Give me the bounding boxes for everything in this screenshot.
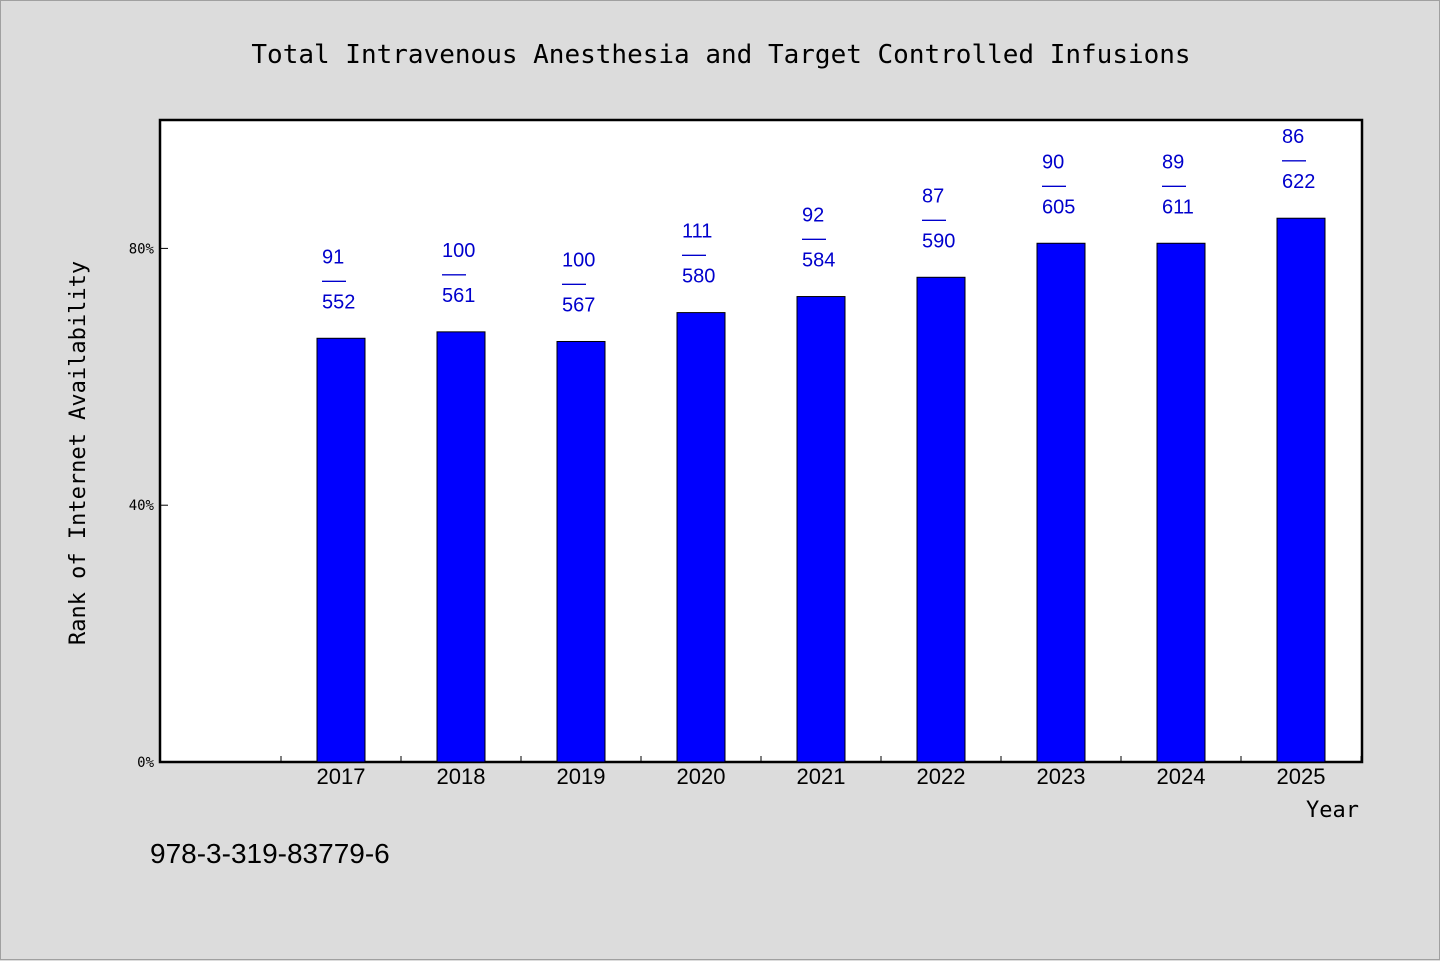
bar-label-sep-2018: —— — [442, 263, 466, 285]
bar-label-sep-2023: —— — [1042, 174, 1066, 196]
bar-label-rank-2022: 87 — [922, 185, 944, 207]
bar-label-total-2019: 567 — [562, 294, 595, 316]
bar-label-rank-2020: 111 — [682, 221, 712, 243]
bar-label-total-2025: 622 — [1282, 171, 1315, 193]
bar-label-rank-2025: 86 — [1282, 126, 1304, 148]
bar-label-rank-2023: 90 — [1042, 151, 1064, 173]
x-tick-label-2025: 2025 — [1277, 764, 1326, 789]
bar-label-total-2021: 584 — [802, 250, 835, 272]
bar-label-total-2023: 605 — [1042, 196, 1075, 218]
x-tick-label-2018: 2018 — [437, 764, 486, 789]
bar-label-sep-2024: —— — [1162, 174, 1186, 196]
y-tick-label: 80% — [129, 241, 155, 257]
bar-label-sep-2021: —— — [802, 228, 826, 250]
x-tick-label-2021: 2021 — [797, 764, 846, 789]
y-tick-label: 0% — [137, 755, 154, 771]
bar-label-sep-2022: —— — [922, 208, 946, 230]
chart-title: Total Intravenous Anesthesia and Target … — [251, 40, 1190, 70]
bar-label-rank-2019: 100 — [562, 249, 595, 271]
y-axis-ticks: 0% 40% 80% — [129, 241, 168, 771]
bar-label-rank-2024: 89 — [1162, 151, 1184, 173]
x-tick-label-2022: 2022 — [917, 764, 966, 789]
bar-label-rank-2021: 92 — [802, 205, 824, 227]
bar-label-sep-2020: —— — [682, 244, 706, 266]
bar-2018 — [436, 331, 486, 763]
bar-label-total-2017: 552 — [322, 291, 355, 313]
x-tick-label-2024: 2024 — [1157, 764, 1206, 789]
bar-2023 — [1036, 242, 1086, 763]
bar-label-sep-2017: —— — [322, 269, 346, 291]
bar-label-total-2020: 580 — [682, 266, 715, 288]
x-tick-label-2020: 2020 — [677, 764, 726, 789]
bars-group — [316, 217, 1326, 763]
bar-2019 — [556, 340, 606, 763]
x-tick-label-2019: 2019 — [557, 764, 606, 789]
x-axis-label: Year — [1306, 798, 1359, 823]
bar-label-rank-2017: 91 — [322, 246, 344, 268]
bar-2022 — [916, 276, 966, 763]
isbn-text: 978-3-319-83779-6 — [150, 838, 390, 869]
bar-2025 — [1276, 217, 1326, 763]
bar-label-total-2022: 590 — [922, 230, 955, 252]
bar-label-rank-2018: 100 — [442, 240, 475, 262]
bar-label-total-2024: 611 — [1162, 196, 1194, 218]
bar-label-sep-2025: —— — [1282, 149, 1306, 171]
bar-label-sep-2019: —— — [562, 272, 586, 294]
bar-2021 — [796, 296, 846, 763]
x-tick-label-2017: 2017 — [317, 764, 366, 789]
x-axis-ticks: 2017 2018 2019 2020 2021 2022 2023 2024 2025 — [280, 756, 1362, 789]
x-tick-label-2023: 2023 — [1037, 764, 1086, 789]
bar-2017 — [316, 337, 366, 763]
bar-2020 — [676, 312, 726, 763]
bar-label-total-2018: 561 — [442, 285, 475, 307]
bar-2024 — [1156, 242, 1206, 763]
y-axis-label: Rank of Internet Availability — [66, 261, 91, 645]
y-tick-label: 40% — [129, 498, 155, 514]
bar-labels-group: 91——552100——561100——567111——58092——58487… — [322, 126, 1315, 316]
